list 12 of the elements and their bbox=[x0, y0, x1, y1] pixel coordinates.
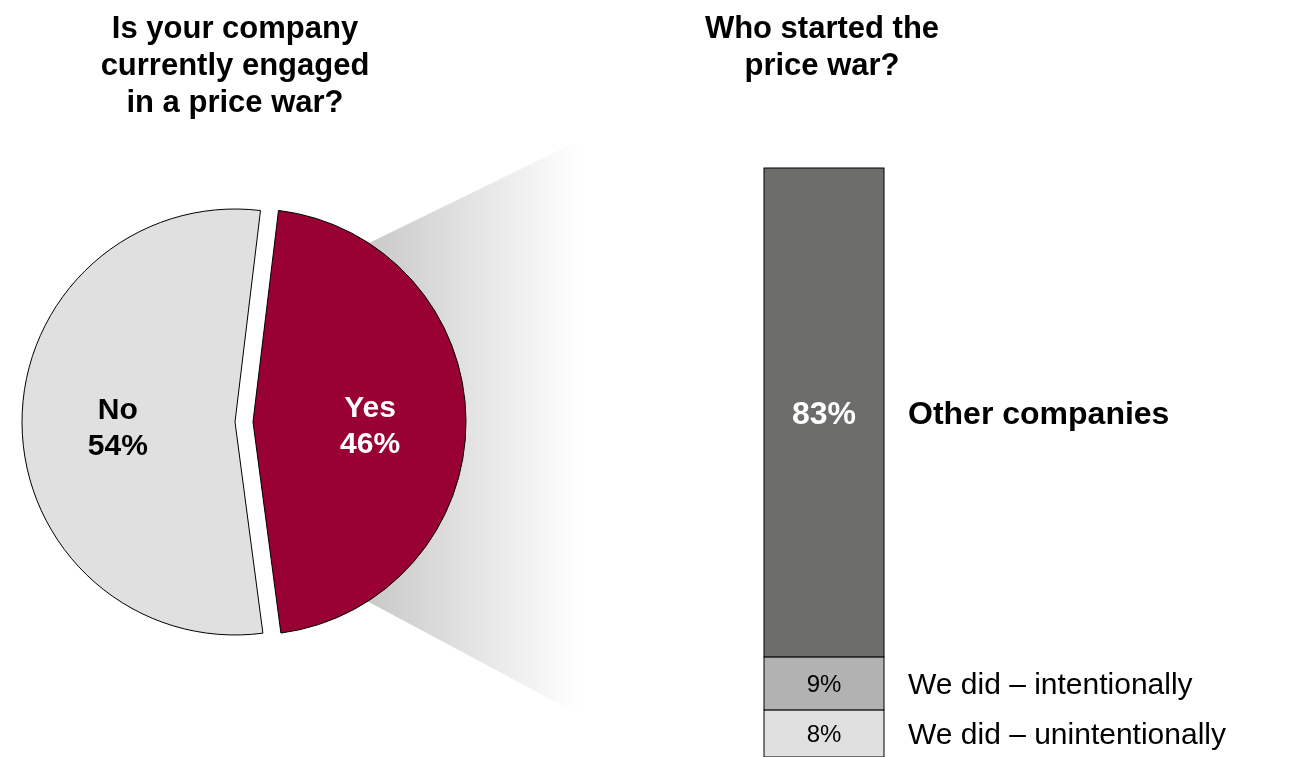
slice-label: No bbox=[97, 391, 138, 425]
data-label: 83% bbox=[791, 394, 857, 431]
series-label: Other companies bbox=[908, 394, 1170, 431]
slice-label: Yes bbox=[344, 390, 397, 424]
data-label: 8% bbox=[806, 719, 842, 747]
data-label: 9% bbox=[806, 669, 842, 697]
series-label: We did – unintentionally bbox=[908, 716, 1226, 750]
series-label: We did – intentionally bbox=[908, 666, 1193, 700]
chart-title: Is your company currently engaged in a price war? bbox=[100, 10, 370, 119]
chart-title: Who started the price war? bbox=[704, 10, 940, 82]
data-label: 46% bbox=[340, 426, 401, 460]
data-label: 54% bbox=[87, 427, 148, 461]
